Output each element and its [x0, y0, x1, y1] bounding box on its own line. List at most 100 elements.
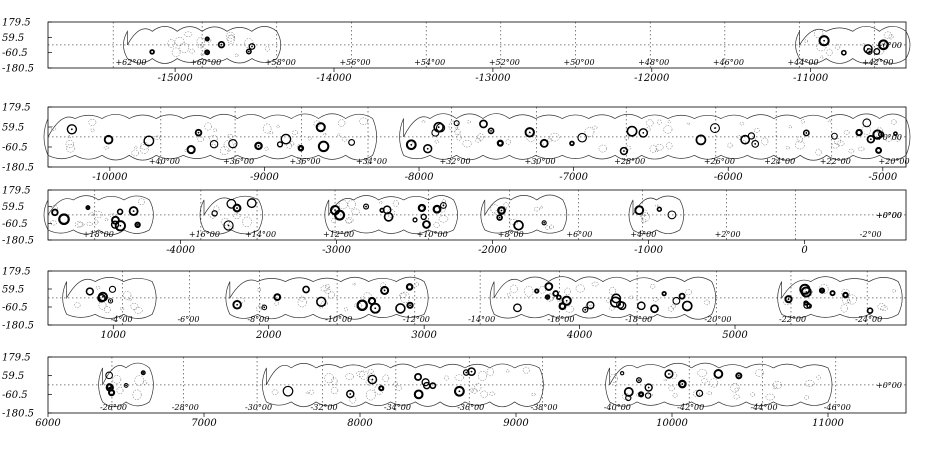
source-marker — [439, 202, 447, 209]
contour-mark — [98, 301, 107, 310]
dec-label: -46°00 — [824, 403, 851, 412]
source-core — [714, 127, 716, 130]
y-tick-label: 179.5 — [2, 353, 31, 364]
contour-mark — [93, 210, 103, 219]
contour-mark — [448, 120, 459, 132]
dec-label: +48°00 — [638, 58, 669, 67]
coverage-outline — [489, 276, 717, 320]
source-core — [528, 131, 531, 134]
source-marker — [97, 293, 106, 303]
contour-mark — [89, 211, 95, 216]
dec-label: -44°00 — [750, 403, 777, 412]
source-marker — [140, 370, 146, 376]
x-tick-label: -6000 — [714, 172, 743, 183]
coverage-outline — [399, 113, 911, 161]
contour-mark — [94, 219, 99, 225]
source-marker — [855, 128, 863, 137]
contour-mark — [478, 370, 488, 381]
dec-label: -16°00 — [547, 315, 574, 324]
source-core — [409, 304, 411, 307]
source-core — [737, 374, 740, 377]
source-marker — [863, 44, 873, 54]
source-core — [623, 150, 625, 152]
source-marker — [414, 372, 423, 381]
contour-mark — [765, 393, 775, 401]
y-tick-label: -180.5 — [2, 236, 34, 247]
contour-mark — [539, 141, 544, 146]
contour-mark — [606, 298, 611, 304]
contour-mark — [74, 221, 83, 228]
coverage-region — [43, 113, 377, 161]
source-marker — [681, 300, 693, 312]
coverage-outline — [605, 362, 833, 407]
contour-mark — [469, 387, 474, 393]
contour-mark — [66, 144, 75, 153]
source-marker — [367, 374, 378, 385]
source-core — [119, 224, 122, 227]
x-tick-label: -4000 — [166, 245, 195, 256]
source-marker — [261, 304, 268, 311]
source-core — [383, 289, 386, 292]
dec-label: +36°00 — [223, 157, 254, 166]
contour-mark — [788, 125, 792, 129]
contour-mark — [86, 221, 93, 226]
source-marker — [534, 288, 540, 294]
source-marker — [108, 389, 116, 397]
source-marker — [496, 214, 503, 221]
contour-mark — [592, 125, 598, 130]
source-marker — [276, 141, 284, 148]
x-tick-label: 3000 — [411, 330, 437, 341]
coverage-region — [489, 276, 717, 320]
source-marker — [413, 389, 424, 400]
contour-mark — [672, 393, 678, 398]
source-marker — [405, 139, 417, 151]
y-tick-label: 179.5 — [2, 103, 31, 114]
contour-mark — [264, 146, 269, 151]
source-marker — [479, 119, 488, 129]
contour-mark — [50, 220, 57, 226]
contour-mark — [639, 212, 645, 218]
source-marker — [840, 49, 847, 56]
contour-mark — [730, 383, 740, 393]
contour-mark — [235, 53, 239, 58]
coverage-outline — [43, 113, 377, 161]
dec-label: -42°00 — [677, 403, 704, 412]
source-marker — [421, 378, 430, 387]
contour-mark — [128, 298, 132, 302]
source-core — [236, 207, 238, 209]
source-marker — [496, 139, 504, 147]
source-marker — [420, 213, 427, 221]
contour-mark — [456, 134, 462, 141]
source-marker — [186, 145, 196, 155]
dec-label: +34°00 — [356, 157, 387, 166]
source-core — [490, 129, 492, 132]
dec-label: -28°00 — [172, 403, 199, 412]
contour-mark — [103, 146, 109, 150]
contour-mark — [891, 119, 897, 125]
contour-mark — [831, 143, 840, 149]
dec-label: +54°00 — [414, 58, 445, 67]
contour-mark — [545, 225, 551, 230]
source-core — [437, 126, 440, 129]
coverage-outline — [123, 26, 282, 64]
source-marker — [356, 299, 368, 312]
contour-mark — [286, 143, 293, 149]
source-marker — [108, 285, 117, 293]
dec-label: +40°00 — [149, 157, 180, 166]
source-core — [257, 144, 260, 147]
contour-mark — [242, 216, 252, 227]
contour-mark — [526, 132, 536, 142]
source-marker — [513, 220, 524, 231]
source-core — [426, 147, 429, 150]
source-marker — [524, 127, 535, 138]
x-tick-label: -12000 — [634, 73, 670, 84]
source-marker — [862, 118, 872, 128]
coverage-outline — [43, 195, 154, 236]
coverage-outline — [98, 362, 154, 408]
contour-mark — [640, 212, 650, 222]
contour-mark — [414, 281, 419, 287]
source-marker — [552, 290, 560, 297]
contour-mark — [584, 127, 595, 137]
source-core — [880, 133, 883, 136]
source-marker — [273, 293, 282, 302]
